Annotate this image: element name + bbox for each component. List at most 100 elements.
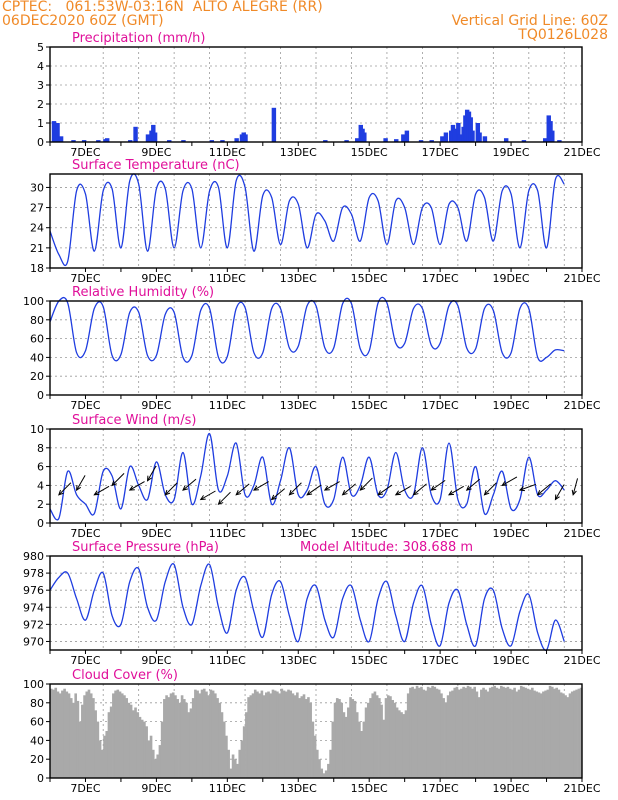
precip-xtick-label: 11DEC: [209, 146, 246, 159]
cloud-xtick-label: 11DEC: [209, 782, 246, 795]
wind-vector-head: [128, 485, 135, 491]
cloud-bar: [262, 695, 266, 778]
cloud-bar: [378, 698, 381, 778]
wind-vector: [253, 481, 269, 491]
rh-ytick-label: 60: [30, 333, 44, 346]
wind-vector-head: [164, 489, 171, 496]
wind-ytick-label: 4: [37, 479, 44, 492]
cloud-bar: [331, 721, 335, 778]
precip-bar: [128, 140, 133, 142]
rh-title: Relative Humidity (%): [72, 285, 214, 300]
cloud-bar: [358, 721, 361, 778]
precip-bar: [104, 138, 110, 142]
cloud-bar: [362, 721, 366, 778]
wind-vector: [200, 490, 216, 500]
cloud-bar: [506, 686, 510, 778]
precip-title: Precipitation (mm/h): [72, 31, 205, 46]
pres-frame: [49, 555, 583, 651]
cloud-bar: [107, 712, 111, 778]
precip-bar: [243, 134, 248, 142]
wind-vector: [359, 477, 373, 491]
wind-vector-head: [518, 486, 525, 492]
temp-panel: 18 21 24 27 30 7DEC 9DEC 11DEC 13DEC 15DEC 17DEC 19…: [30, 158, 601, 285]
cloud-bar: [300, 696, 304, 778]
cloud-bar: [240, 740, 244, 778]
cloud-bar: [504, 687, 508, 778]
cloud-bar: [189, 708, 193, 778]
cloud-bar: [475, 691, 479, 778]
precip-bar: [452, 128, 457, 142]
cloud-bar: [313, 735, 317, 778]
cloud-bar: [92, 698, 95, 778]
precip-xtick-label: 13DEC: [280, 146, 317, 159]
pres-xtick-label: 19DEC: [493, 654, 530, 667]
rh-frame: [49, 300, 583, 396]
precip-bar: [234, 138, 239, 142]
cloud-bar: [440, 693, 443, 778]
cloud-bar: [185, 702, 188, 778]
wind-vector-head: [377, 490, 384, 496]
cloud-bar: [89, 693, 93, 778]
pres-ytick-label: 970: [23, 635, 44, 648]
precip-bar: [96, 140, 101, 142]
precip-xtick-label: 17DEC: [422, 146, 459, 159]
cloud-bar: [247, 697, 250, 778]
cloud-bar: [579, 687, 583, 778]
cloud-bar: [431, 685, 434, 778]
wind-ytick-label: 0: [37, 517, 44, 530]
cloud-bar: [364, 707, 368, 778]
wind-vector-head: [483, 489, 490, 496]
cloud-bar: [420, 686, 423, 778]
precip-bar: [404, 130, 410, 142]
temp-ytick-label: 18: [30, 262, 44, 275]
cloud-bar: [515, 691, 519, 778]
wind-vector: [501, 476, 518, 486]
cloud-bar: [373, 691, 377, 778]
cloud-bar: [429, 687, 432, 778]
cloud-bar: [446, 695, 450, 778]
cloud-bar: [548, 685, 552, 778]
temp-xtick-label: 9DEC: [141, 272, 171, 285]
cloud-bar: [81, 704, 84, 778]
cloud-bar: [473, 686, 476, 778]
precip-xtick-label: 7DEC: [70, 146, 100, 159]
cloud-bar: [546, 689, 550, 778]
cloud-bar: [251, 693, 255, 778]
cloud-bar: [355, 712, 359, 778]
pres-panel: 970 972 974 976 978 980 7DEC 9DEC 11DEC 13DEC 15DE…: [23, 540, 601, 667]
precip-bar: [383, 138, 388, 142]
cloud-bar: [375, 695, 379, 778]
wind-vector: [76, 475, 86, 491]
cloud-bar: [50, 688, 53, 778]
cloud-bar: [462, 686, 465, 778]
temp-ytick-label: 27: [30, 202, 44, 215]
precip-bar: [440, 136, 445, 142]
cloud-bar: [468, 686, 472, 778]
cloud-bar: [209, 689, 213, 778]
cloud-bar: [211, 690, 215, 778]
cloud-bar: [566, 697, 570, 778]
cloud-bar: [58, 693, 62, 778]
precip-ytick-label: 4: [37, 60, 44, 73]
pres-series-line: [49, 563, 565, 651]
pres-ytick-label: 972: [23, 618, 44, 631]
cloud-bar: [134, 707, 137, 778]
cloud-bar: [539, 693, 543, 778]
precip-bar: [133, 126, 138, 142]
cloud-bar: [522, 686, 525, 778]
wind-vector: [182, 478, 197, 491]
wind-xtick-label: 11DEC: [209, 527, 246, 540]
precip-bar: [457, 134, 463, 142]
cloud-bar: [56, 691, 60, 778]
rh-xtick-label: 17DEC: [422, 399, 459, 412]
wind-xtick-label: 19DEC: [493, 527, 530, 540]
header-grid-note: Vertical Grid Line: 60Z: [451, 13, 608, 29]
wind-vector-head: [252, 485, 259, 491]
wind-ytick-label: 2: [37, 498, 44, 511]
pres-xtick-label: 15DEC: [351, 654, 388, 667]
cloud-bar: [353, 700, 357, 778]
cloud-bar: [178, 702, 182, 778]
wind-vector-head: [359, 485, 366, 491]
cloud-bar: [524, 687, 527, 778]
wind-vector: [519, 483, 537, 491]
